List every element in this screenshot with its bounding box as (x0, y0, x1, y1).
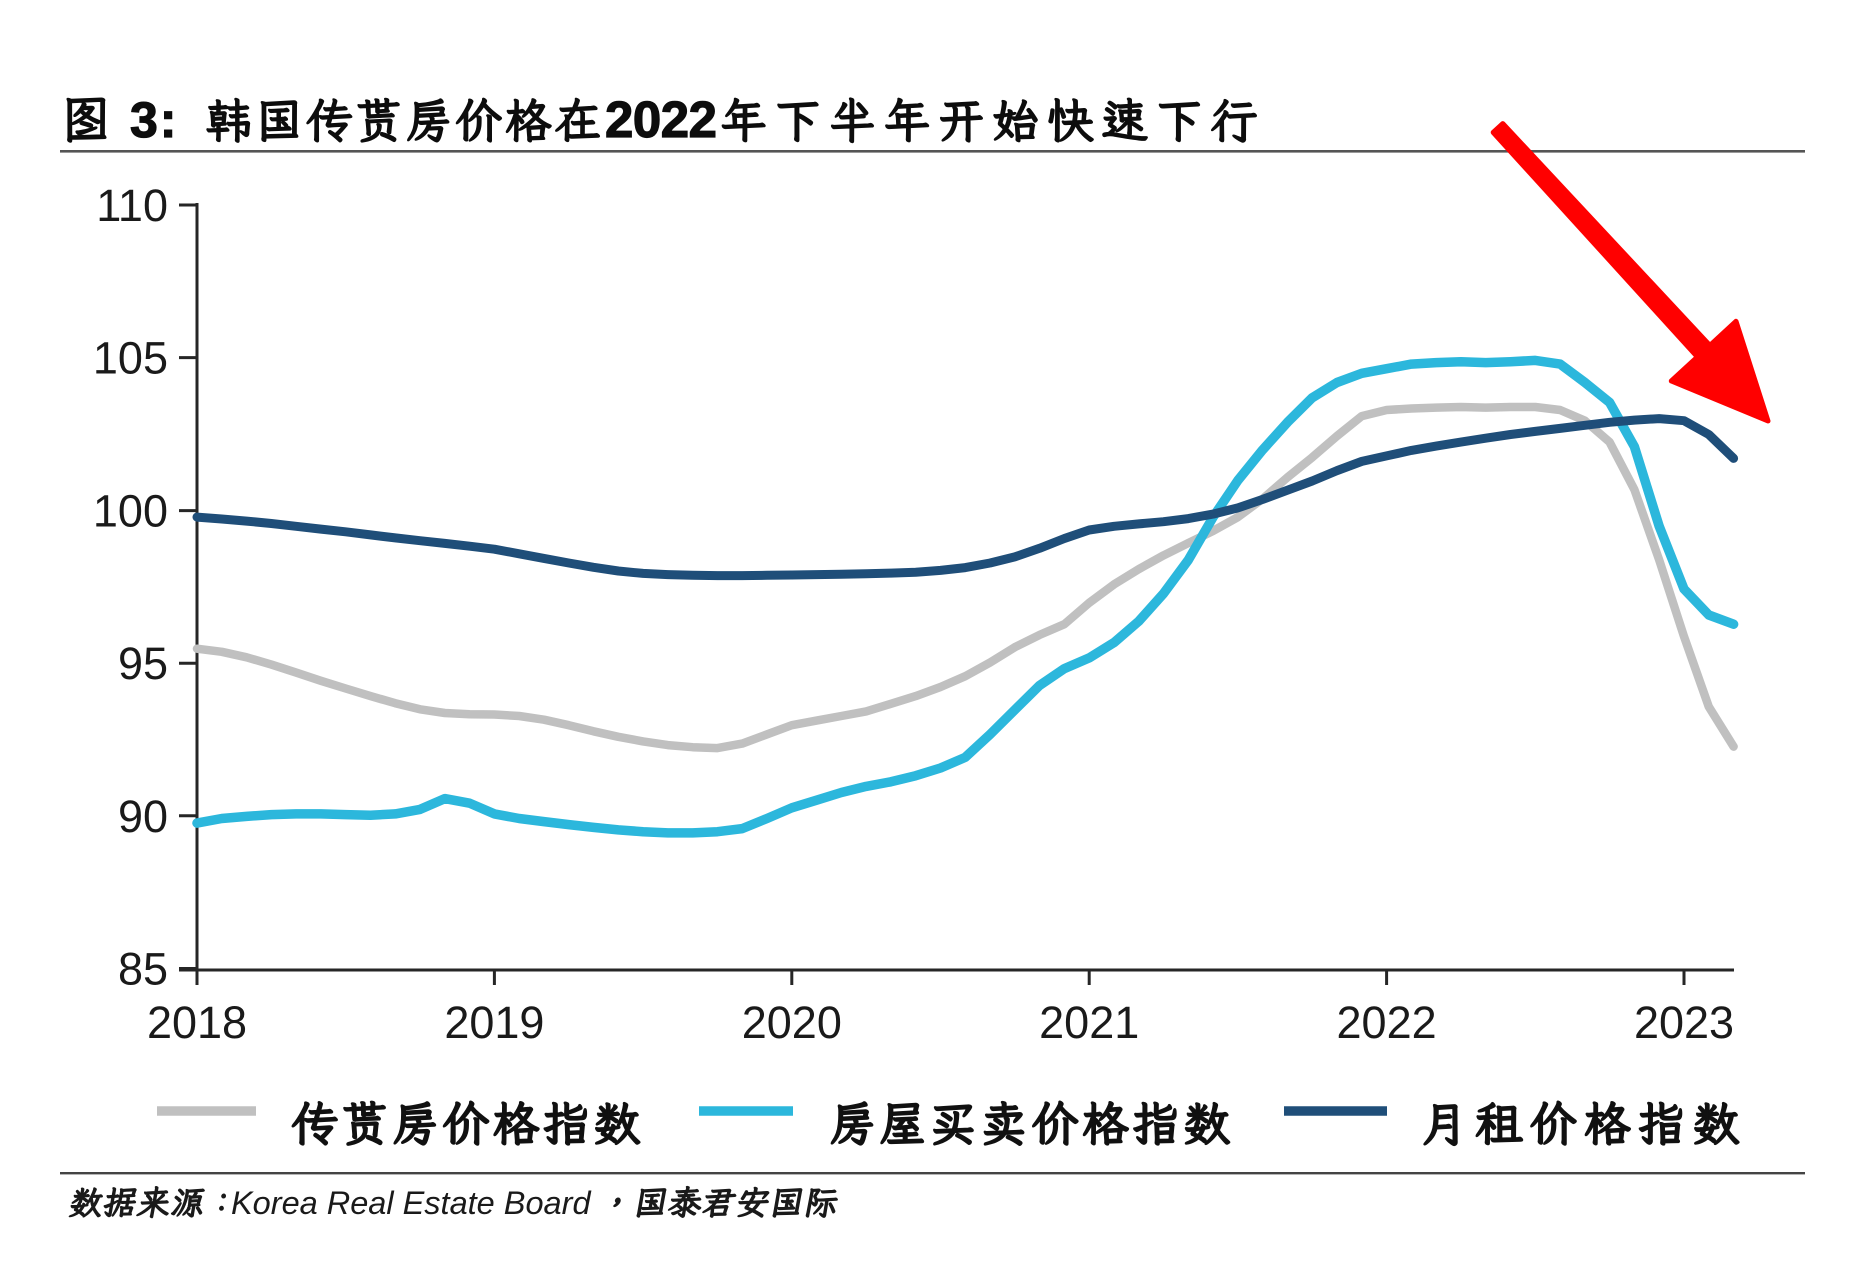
svg-text:2023: 2023 (1634, 997, 1734, 1048)
svg-text:95: 95 (118, 638, 168, 689)
svg-text:105: 105 (93, 333, 168, 384)
svg-text:2020: 2020 (742, 997, 842, 1048)
svg-text:110: 110 (96, 180, 168, 231)
svg-text:2022: 2022 (1337, 997, 1437, 1048)
svg-text:2021: 2021 (1039, 997, 1139, 1048)
svg-text:90: 90 (118, 791, 168, 842)
svg-text:Korea Real Estate Board: Korea Real Estate Board (231, 1185, 591, 1221)
svg-text:100: 100 (93, 486, 168, 537)
svg-text:85: 85 (118, 944, 168, 995)
svg-text:2018: 2018 (147, 997, 247, 1048)
svg-text:2019: 2019 (444, 997, 544, 1048)
